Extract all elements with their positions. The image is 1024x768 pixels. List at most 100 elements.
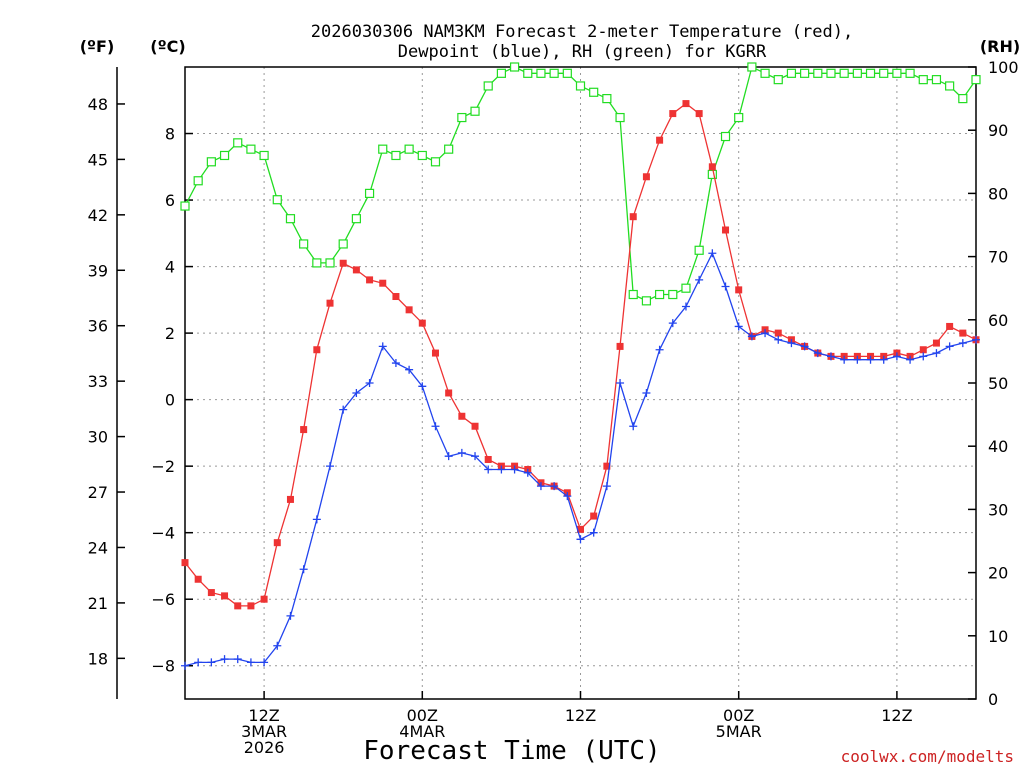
rh-point [918, 75, 928, 85]
temperature-point [366, 276, 374, 284]
celsius-tick-label: 0 [165, 391, 175, 410]
rh-point [839, 68, 849, 78]
temperature-point [774, 329, 782, 337]
temperature-point [471, 422, 479, 430]
rh-point [892, 68, 902, 78]
rh-point [905, 68, 915, 78]
dewpoint-point [866, 355, 875, 364]
dewpoint-point [194, 658, 203, 667]
rh-point [707, 169, 717, 180]
celsius-tick-label: 4 [165, 258, 175, 277]
rh-tick-label: 50 [988, 374, 1008, 393]
fahrenheit-tick-label: 24 [88, 538, 108, 557]
fahrenheit-tick-label: 48 [88, 95, 108, 114]
fahrenheit-tick-label: 39 [88, 261, 108, 280]
celsius-tick-label: −6 [151, 590, 175, 609]
dewpoint-line [184, 251, 977, 667]
rh-point [615, 112, 625, 123]
fahrenheit-axis: 18 21 24 27 30 33 36 39 42 45 48 [88, 95, 125, 668]
chart-title-line2: Dewpoint (blue), RH (green) for KGRR [398, 42, 767, 62]
temperature-point [392, 293, 400, 301]
rh-point [628, 289, 638, 300]
rh-point [378, 144, 388, 154]
time-tick-label: 12Z [248, 706, 279, 725]
time-tick-label: 4MAR [399, 722, 445, 741]
rh-tick-label: 0 [988, 690, 998, 709]
dewpoint-point [550, 482, 559, 491]
rh-point [496, 68, 506, 78]
temperature-point [286, 495, 294, 503]
dewpoint-point [418, 382, 427, 391]
temperature-point [352, 266, 360, 274]
temperature-point [234, 602, 242, 610]
temperature-point [946, 322, 954, 330]
temperature-point [221, 592, 229, 600]
rh-point [206, 157, 216, 167]
dewpoint-point [471, 452, 480, 461]
dewpoint-point [774, 335, 783, 344]
series-layer [180, 62, 981, 670]
temperature-point [695, 110, 703, 118]
rh-point [457, 112, 467, 123]
fahrenheit-tick-label: 21 [88, 594, 108, 613]
celsius-tick-label: −8 [151, 657, 175, 676]
celsius-tick-label: 6 [165, 191, 175, 210]
temperature-point [405, 306, 413, 314]
dewpoint-point [444, 452, 453, 461]
rh-point [575, 81, 586, 91]
dewpoint-point [695, 275, 704, 284]
temperature-point [445, 389, 453, 397]
dewpoint-point [365, 379, 374, 387]
rh-point [800, 68, 810, 78]
time-tick-label: 12Z [881, 706, 912, 725]
dewpoint-point [668, 319, 677, 328]
rh-point [364, 188, 375, 198]
temperature-point [708, 163, 716, 171]
temperature-point [418, 319, 426, 327]
rh-point [509, 62, 520, 72]
rh-point [285, 214, 296, 224]
fahrenheit-tick-label: 30 [88, 428, 108, 447]
rh-point [562, 68, 572, 78]
rh-point [694, 245, 704, 255]
dewpoint-point [312, 515, 321, 524]
dewpoint-point [431, 422, 440, 431]
dewpoint-point [787, 339, 796, 348]
rh-point [852, 68, 862, 78]
rh-point [312, 258, 322, 268]
rh-point [773, 75, 783, 85]
temperature-point [629, 213, 637, 221]
fahrenheit-tick-label: 33 [88, 372, 108, 391]
rh-point [668, 289, 678, 300]
celsius-tick-label: 2 [165, 324, 175, 343]
x-axis-label: Forecast Time (UTC) [363, 736, 660, 766]
dewpoint-point [747, 332, 756, 341]
dewpoint-point [602, 482, 611, 491]
temperature-point [326, 299, 334, 307]
dewpoint-point [681, 302, 690, 311]
temperature-point [247, 602, 255, 610]
temperature-point [313, 346, 321, 354]
temperature-point [722, 226, 730, 234]
rh-point [747, 62, 757, 72]
rh-point [180, 201, 190, 211]
temperature-point [919, 346, 927, 354]
dewpoint-point [457, 448, 466, 457]
temperature-point [273, 539, 281, 547]
temperature-point [484, 456, 492, 464]
dewpoint-point [405, 365, 414, 374]
rh-point [536, 68, 546, 78]
rh-point [272, 195, 282, 205]
dewpoint-point [919, 352, 928, 361]
rh-point [720, 131, 731, 142]
rh-point [641, 296, 652, 306]
rh-point [483, 81, 493, 91]
temperature-point [603, 462, 611, 470]
dewpoint-point [589, 528, 598, 537]
temperature-point [656, 136, 664, 144]
dewpoint-point [800, 342, 809, 351]
rh-tick-label: 10 [988, 627, 1008, 646]
chart-title-line1: 2026030306 NAM3KM Forecast 2-meter Tempe… [311, 22, 853, 42]
rh-tick-label: 30 [988, 500, 1008, 519]
